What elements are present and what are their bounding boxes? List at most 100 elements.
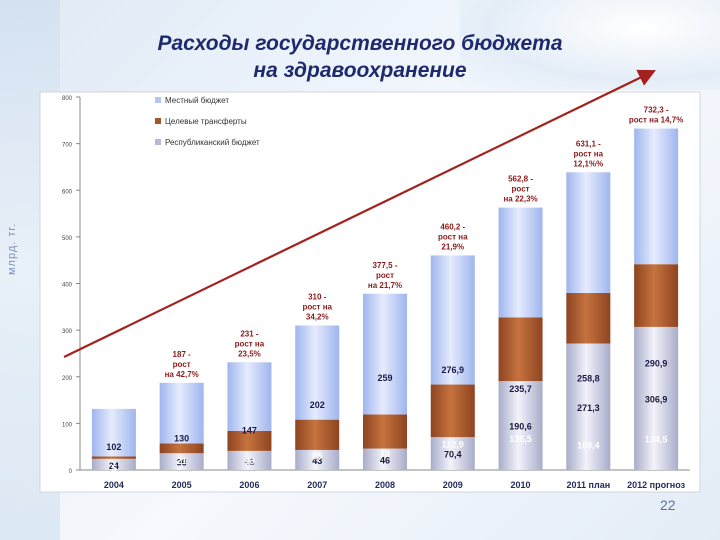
y-tick-label: 600	[62, 189, 73, 195]
slide-title: Расходы государственного бюджета на здра…	[95, 30, 625, 84]
growth-annotation: рост на 14,7%	[629, 116, 683, 125]
x-tick-label: 2011 план	[567, 480, 611, 490]
y-tick-label: 500	[62, 236, 73, 242]
growth-annotation: на 42,7%	[165, 370, 199, 379]
bar-segment	[430, 255, 475, 385]
segment-value-label: 46	[380, 455, 390, 465]
x-tick-label: 2005	[172, 480, 192, 490]
y-tick-label: 200	[62, 376, 73, 382]
growth-annotation: 310 -	[308, 292, 327, 301]
growth-annotation: рост на	[235, 339, 265, 348]
growth-annotation: рост на	[438, 232, 468, 241]
growth-annotation: 21,9%	[441, 242, 464, 251]
bar-segment	[430, 437, 475, 470]
segment-value-label: 73	[380, 449, 390, 459]
segment-value-label: 190,6	[509, 422, 532, 432]
legend-label: Республиканский бюджет	[165, 138, 260, 147]
bar-segment	[363, 448, 407, 470]
segment-value-label: 41	[244, 456, 254, 466]
bar-segment	[634, 264, 679, 327]
slide-number: 22	[660, 497, 676, 513]
slide-title-line-2: на здравоохранение	[253, 59, 467, 82]
slide-title-line-1: Расходы государственного бюджета	[157, 32, 563, 55]
x-tick-label: 2004	[104, 480, 124, 490]
segment-value-label: 147	[242, 425, 257, 435]
growth-annotation: 631,1 -	[576, 139, 601, 148]
x-tick-label: 2010	[511, 480, 531, 490]
segment-value-label: 202	[310, 400, 325, 410]
segment-value-label: 276,9	[442, 365, 465, 375]
segment-value-label: 235,7	[509, 384, 532, 394]
segment-value-label: 5	[111, 464, 116, 474]
bar-segment	[227, 430, 272, 451]
legend-label: Местный бюджет	[165, 96, 229, 105]
segment-value-label: 258,8	[577, 373, 600, 383]
bar-segment	[295, 419, 340, 450]
segment-value-label: 24	[109, 461, 119, 471]
growth-annotation: рост на	[302, 302, 332, 311]
segment-value-label: 271,3	[577, 403, 600, 413]
y-tick-label: 800	[62, 96, 73, 102]
bar-segment	[566, 343, 611, 470]
bar-segment	[363, 414, 407, 449]
bar-segment	[634, 326, 679, 470]
growth-annotation: 231 -	[240, 329, 259, 338]
bar-segment	[91, 458, 136, 470]
legend-label: Целевые трансферты	[165, 117, 247, 126]
background-decoration-top	[460, 0, 720, 90]
trend-arrow	[63, 69, 656, 358]
segment-value-label: 21	[177, 456, 187, 466]
bar-segment	[91, 408, 136, 457]
growth-annotation: 377,5 -	[373, 261, 398, 270]
segment-value-label: 134,5	[645, 435, 668, 445]
y-tick-label: 100	[62, 422, 73, 428]
growth-annotation: 23,5%	[238, 349, 261, 358]
segment-value-label: 70,4	[444, 450, 462, 460]
segment-value-label: 259	[377, 373, 392, 383]
bar-segment	[227, 362, 272, 431]
bar-segment	[159, 382, 204, 444]
bar-segment	[159, 443, 204, 454]
segment-value-label: 43	[312, 456, 322, 466]
bar-segment	[159, 453, 204, 470]
segment-value-label: 112,9	[442, 440, 464, 450]
y-tick-label: 300	[62, 329, 73, 335]
x-tick-label: 2006	[239, 480, 259, 490]
growth-annotation: на 22,3%	[503, 195, 537, 204]
segment-value-label: 36	[177, 458, 187, 468]
growth-annotation: 12,1%%	[573, 159, 603, 168]
bar-segment	[498, 207, 543, 318]
segment-value-label: 290,9	[645, 358, 668, 368]
growth-annotation: 187 -	[173, 350, 192, 359]
x-tick-label: 2012 прогноз	[627, 480, 686, 490]
bar-segment	[634, 128, 679, 265]
segment-value-label: 130	[174, 433, 189, 443]
bar-segment	[566, 172, 611, 293]
legend-swatch	[155, 118, 161, 124]
y-tick-label: 700	[62, 143, 73, 149]
segment-value-label: 102	[106, 442, 121, 452]
growth-annotation: рост на	[574, 149, 604, 158]
bar-segment	[295, 449, 340, 470]
bar-segment	[498, 381, 543, 470]
y-tick-label: 400	[62, 283, 73, 289]
bar-segment	[566, 292, 611, 344]
segment-value-label: 136,5	[509, 434, 532, 444]
x-tick-label: 2008	[375, 480, 395, 490]
segment-value-label: 43	[244, 456, 254, 466]
growth-annotation: рост	[512, 185, 530, 194]
growth-annotation: 562,8 -	[508, 175, 533, 184]
x-tick-label: 2007	[307, 480, 327, 490]
growth-annotation: на 21,7%	[368, 281, 402, 290]
growth-annotation: 460,2 -	[440, 222, 465, 231]
legend-swatch	[155, 97, 161, 103]
bar-segment	[91, 456, 136, 459]
legend-swatch	[155, 139, 161, 145]
bar-segment	[430, 384, 475, 438]
segment-value-label: 306,9	[645, 394, 668, 404]
growth-annotation: 732,3 -	[644, 106, 669, 115]
segment-value-label: 108,4	[577, 441, 600, 451]
growth-annotation: рост	[173, 360, 191, 369]
bar-segment	[295, 325, 340, 420]
